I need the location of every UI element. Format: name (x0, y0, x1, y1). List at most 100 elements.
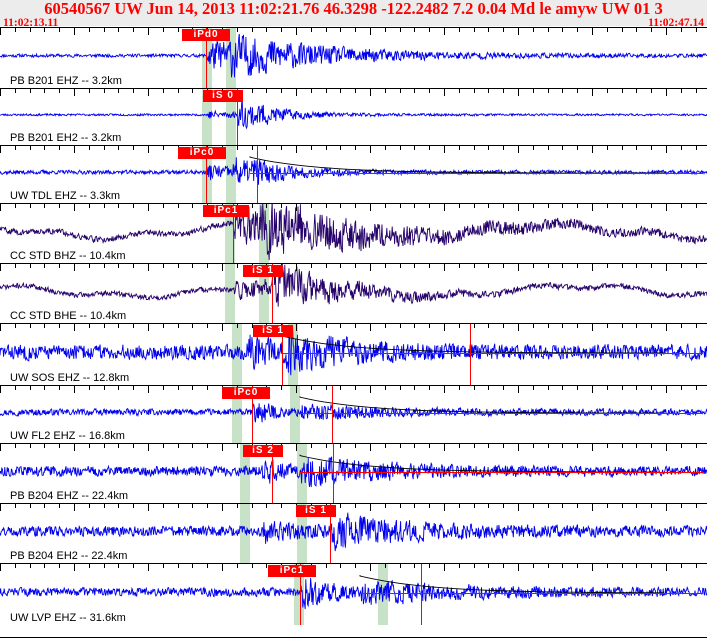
axis-tick-minor (281, 28, 282, 32)
phase-pick-line[interactable] (282, 324, 283, 385)
axis-tick-minor (577, 28, 578, 32)
time-axis-ticks (0, 204, 707, 211)
axis-tick-minor (192, 324, 193, 328)
axis-tick-minor (30, 89, 31, 93)
axis-tick-minor (281, 204, 282, 208)
phase-pick-line[interactable] (233, 204, 234, 263)
axis-tick-major (666, 28, 667, 35)
axis-tick-minor (429, 89, 430, 93)
axis-tick-minor (533, 28, 534, 32)
axis-tick-minor (340, 146, 341, 150)
phase-pick-label[interactable]: iS 2 (243, 445, 283, 457)
axis-tick-minor (118, 444, 119, 448)
axis-tick-minor (192, 204, 193, 208)
axis-tick-minor (311, 204, 312, 208)
axis-tick-minor (133, 264, 134, 268)
axis-tick-minor (488, 89, 489, 93)
phase-pick-label[interactable]: iPc0 (222, 387, 270, 399)
phase-pick-line[interactable] (257, 146, 258, 203)
axis-tick-minor (178, 264, 179, 268)
trace-panel[interactable]: iPc0 UW FL2 EHZ -- 16.8km (0, 385, 707, 443)
axis-tick-minor (104, 264, 105, 268)
axis-tick-major (0, 386, 1, 393)
axis-tick-major (370, 504, 371, 511)
coda-window-band (232, 386, 242, 443)
axis-tick-minor (577, 386, 578, 390)
coda-window-band (202, 89, 212, 145)
axis-tick-minor (133, 204, 134, 208)
axis-tick-major (0, 28, 1, 35)
axis-tick-major (592, 146, 593, 153)
trace-panel[interactable]: iS 1 CC STD BHE -- 10.4km (0, 263, 707, 323)
axis-tick-minor (459, 504, 460, 508)
axis-tick-minor (355, 444, 356, 448)
axis-tick-minor (340, 324, 341, 328)
axis-tick-minor (355, 89, 356, 93)
axis-tick-minor (133, 386, 134, 390)
trace-panel[interactable]: iPc1 UW LVP EHZ -- 31.6km (0, 563, 707, 625)
phase-pick-line[interactable] (470, 324, 471, 385)
axis-tick-minor (133, 89, 134, 93)
axis-tick-minor (400, 264, 401, 268)
phase-pick-line[interactable] (332, 386, 333, 443)
axis-tick-minor (681, 504, 682, 508)
waveform-trace (0, 33, 707, 78)
phase-pick-label[interactable]: iPc1 (203, 205, 249, 217)
phase-pick-line[interactable] (421, 564, 422, 625)
axis-tick-minor (548, 264, 549, 268)
phase-pick-line[interactable] (206, 146, 207, 203)
axis-tick-minor (459, 386, 460, 390)
phase-pick-line[interactable] (300, 564, 301, 625)
phase-pick-label[interactable]: iPc1 (268, 565, 316, 577)
phase-pick-line[interactable] (206, 28, 207, 88)
phase-pick-line[interactable] (333, 444, 334, 503)
axis-tick-minor (192, 564, 193, 568)
phase-pick-label[interactable]: iS 0 (203, 90, 243, 102)
channel-label: UW TDL EHZ -- 3.3km (10, 190, 121, 202)
axis-tick-minor (548, 204, 549, 208)
phase-pick-label[interactable]: iS 1 (243, 265, 283, 277)
axis-tick-minor (30, 444, 31, 448)
axis-tick-minor (252, 28, 253, 32)
axis-tick-minor (326, 204, 327, 208)
axis-tick-minor (133, 324, 134, 328)
phase-pick-label[interactable]: iPd0 (182, 29, 230, 41)
axis-tick-major (148, 146, 149, 153)
axis-tick-minor (252, 324, 253, 328)
axis-tick-minor (474, 89, 475, 93)
axis-tick-major (370, 564, 371, 571)
axis-tick-minor (681, 146, 682, 150)
axis-tick-minor (104, 504, 105, 508)
phase-pick-line[interactable] (330, 504, 331, 563)
axis-tick-minor (133, 564, 134, 568)
trace-panel[interactable]: iPc0 UW TDL EHZ -- 3.3km (0, 145, 707, 203)
phase-pick-line[interactable] (272, 444, 273, 503)
axis-tick-minor (30, 564, 31, 568)
axis-tick-minor (385, 564, 386, 568)
axis-tick-major (666, 89, 667, 96)
axis-tick-minor (178, 324, 179, 328)
axis-tick-minor (400, 504, 401, 508)
phase-pick-line[interactable] (272, 264, 273, 323)
axis-tick-minor (44, 444, 45, 448)
axis-tick-minor (118, 146, 119, 150)
trace-panel[interactable]: iPd0 PB B201 EHZ -- 3.2km (0, 27, 707, 88)
phase-pick-label[interactable]: iS 1 (296, 505, 336, 517)
axis-tick-minor (400, 564, 401, 568)
trace-panel[interactable]: iS 1 PB B204 EH2 -- 22.4km (0, 503, 707, 563)
trace-panel[interactable]: iS 2 PB B204 EHZ -- 22.4km (0, 443, 707, 503)
axis-tick-minor (89, 28, 90, 32)
trace-panel[interactable]: iS 1 UW SOS EHZ -- 12.8km (0, 323, 707, 385)
phase-pick-label[interactable]: iPc0 (178, 147, 226, 159)
axis-tick-minor (266, 564, 267, 568)
axis-tick-major (592, 264, 593, 271)
phase-pick-line[interactable] (237, 89, 238, 145)
phase-pick-label[interactable]: iS 1 (253, 325, 293, 337)
axis-tick-minor (311, 324, 312, 328)
trace-panel[interactable]: iPc1 CC STD BHZ -- 10.4km (0, 203, 707, 263)
trace-panel[interactable]: iS 0 PB B201 EH2 -- 3.2km (0, 88, 707, 145)
phase-pick-line[interactable] (252, 386, 253, 443)
axis-tick-minor (696, 444, 697, 448)
axis-tick-minor (548, 444, 549, 448)
axis-tick-minor (414, 564, 415, 568)
